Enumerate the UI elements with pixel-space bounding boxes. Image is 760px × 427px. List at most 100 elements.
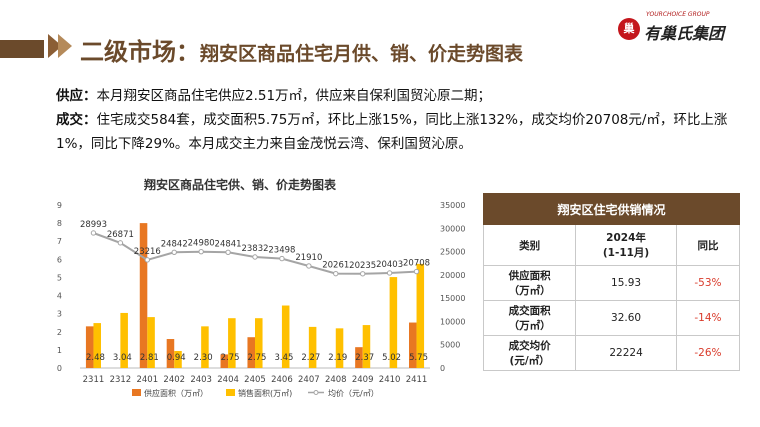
table-header-row: 类别 2024年 (1-11月) 同比: [482, 224, 741, 266]
bar-supply: [85, 326, 94, 368]
bar-sales: [228, 318, 236, 368]
bar-sales-label: 5.75: [409, 353, 428, 363]
bar-sales-label: 2.30: [194, 353, 213, 363]
table-cell-label: 成交面积 （万㎡）: [482, 300, 577, 336]
x-tick-label: 2404: [217, 375, 239, 385]
y-left-tick-label: 2: [57, 328, 62, 337]
price-label: 28993: [80, 220, 107, 230]
bar-sales: [255, 318, 263, 368]
x-tick-label: 2402: [163, 375, 185, 385]
y-right-tick-label: 25000: [440, 248, 465, 257]
table-cell-value: 15.93: [575, 265, 677, 301]
bar-sales: [389, 277, 398, 368]
bar-sales-label: 3.04: [113, 353, 132, 363]
x-tick-label: 2408: [325, 375, 347, 385]
legend-price-label: 均价（元/㎡）: [328, 388, 379, 398]
y-left-tick-label: 7: [57, 237, 62, 246]
logo-name: 有巢氏集团: [644, 24, 725, 43]
x-tick-label: 2401: [136, 375, 158, 385]
price-label: 26871: [107, 230, 134, 240]
legend-price-marker: [313, 390, 319, 395]
bar-supply: [247, 337, 255, 368]
legend-sales-label: 销售面积(万㎡): [238, 388, 292, 398]
table-cell-yoy: -14%: [675, 300, 741, 336]
y-right-tick-label: 30000: [440, 224, 465, 233]
bar-sales-label: 0.94: [167, 353, 186, 363]
price-label: 20708: [403, 259, 430, 269]
price-label: 20235: [349, 261, 376, 271]
summary-text: 供应：本月翔安区商品住宅供应2.51万㎡，供应来自保利国贸沁原二期； 成交：住宅…: [56, 84, 736, 156]
bar-sales-label: 2.19: [328, 353, 347, 363]
section-label: 二级市场：: [80, 38, 200, 66]
price-label: 24980: [188, 239, 215, 249]
legend-supply-label: 供应面积（万㎡）: [144, 388, 208, 398]
bar-supply: [355, 347, 363, 368]
price-label: 21910: [295, 253, 322, 263]
x-tick-label: 2311: [83, 375, 105, 385]
price-point: [306, 263, 312, 269]
y-right-tick-label: 10000: [440, 317, 465, 326]
logo-tagline: YOURCHOICE GROUP: [646, 11, 710, 18]
chart-container: 翔安区商品住宅供、销、价走势图表 0 1 2 3 4 5 6 7 8 9 0 5000 10000 150…: [40, 170, 480, 420]
y-right-tick-label: 5000: [440, 341, 460, 350]
price-point: [198, 248, 204, 255]
chart-title: 翔安区商品住宅供、销、价走势图表: [143, 178, 336, 192]
price-label: 24842: [161, 239, 188, 249]
price-label: 23216: [134, 247, 161, 257]
price-label: 23832: [241, 244, 268, 254]
y-left-tick-label: 6: [57, 255, 62, 264]
price-label: 24841: [215, 239, 242, 249]
y-left-tick-label: 5: [57, 273, 62, 282]
deal-label: 成交：: [56, 112, 97, 128]
y-left-tick-label: 1: [57, 346, 62, 355]
bar-sales-label: 5.02: [382, 353, 401, 363]
table-cell-value: 22224: [575, 335, 677, 371]
y-right-tick-label: 15000: [440, 294, 465, 303]
table-title: 翔安区住宅供销情况: [483, 193, 740, 225]
bar-sales: [147, 317, 155, 368]
price-label: 20403: [376, 260, 403, 270]
table-row: 成交均价 (元/㎡） 22224 -26%: [482, 335, 741, 371]
bar-sales: [362, 325, 371, 368]
bar-sales: [93, 323, 101, 368]
x-tick-label: 2405: [244, 375, 266, 385]
chart-svg: 0 1 2 3 4 5 6 7 8 9 0 5000 10000 15000 20000 25000 30000…: [57, 201, 466, 398]
bar-sales-label: 2.81: [140, 353, 159, 363]
price-point: [117, 240, 124, 246]
bar-sales-label: 2.75: [221, 353, 240, 363]
price-point: [413, 268, 420, 275]
x-tick-label: 2409: [352, 375, 374, 385]
y-left-tick-label: 8: [57, 219, 62, 228]
y-right-tick-label: 35000: [440, 201, 465, 210]
bar-sales: [335, 328, 344, 368]
deal-text: 住宅成交584套，成交面积5.75万㎡，环比上涨15%，同比上涨132%，成交均…: [56, 112, 728, 152]
price-point: [225, 249, 231, 256]
table-cell-yoy: -53%: [675, 265, 741, 301]
bar-sales: [281, 305, 290, 368]
x-tick-label: 2407: [298, 375, 320, 385]
table-cell-value: 32.60: [575, 300, 677, 336]
table-header-category: 类别: [482, 224, 577, 266]
page-subtitle: 翔安区商品住宅月供、销、价走势图表: [200, 43, 524, 65]
table-cell-yoy: -26%: [675, 335, 741, 371]
x-tick-label: 2411: [406, 375, 428, 385]
bar-sales: [201, 326, 209, 368]
y-left-tick-label: 4: [57, 292, 62, 301]
x-tick-label: 2403: [190, 375, 212, 385]
price-label: 23498: [268, 246, 295, 256]
table-row: 供应面积 （万㎡） 15.93 -53%: [482, 265, 741, 301]
header: 二级市场：翔安区商品住宅月供、销、价走势图表 巢 YOURCHOICE GROU…: [0, 0, 760, 66]
table-cell-label: 成交均价 (元/㎡）: [482, 335, 577, 371]
supply-sales-table: 翔安区住宅供销情况 类别 2024年 (1-11月) 同比 供应面积 （万㎡） …: [482, 193, 741, 371]
bar-supply: [139, 223, 148, 368]
price-label: 20261: [322, 261, 349, 271]
table-row: 成交面积 （万㎡） 32.60 -14%: [482, 300, 741, 336]
table-cell-label: 供应面积 （万㎡）: [482, 265, 577, 301]
chevron-icon-secondary: [58, 34, 72, 58]
bar-sales-label: 2.48: [86, 353, 105, 363]
header-accent-bar: [0, 40, 44, 58]
price-point: [333, 270, 339, 277]
company-logo: 巢 YOURCHOICE GROUP 有巢氏集团: [612, 8, 752, 48]
y-left-tick-label: 3: [57, 310, 62, 319]
bar-sales-label: 2.75: [248, 353, 267, 363]
